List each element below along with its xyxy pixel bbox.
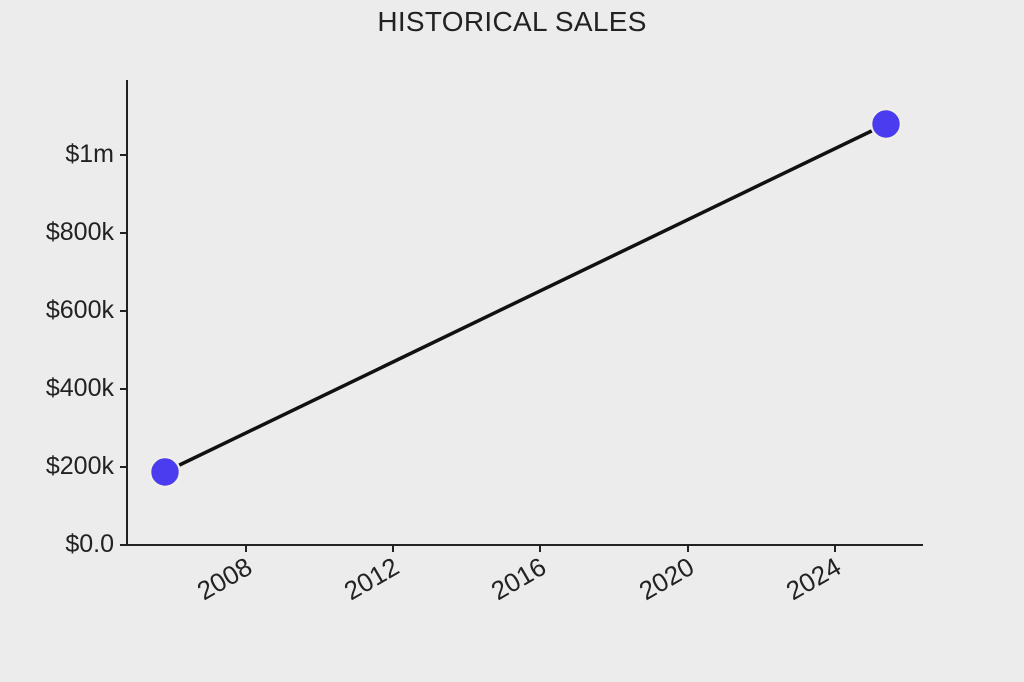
svg-text:2016: 2016 <box>486 551 551 606</box>
svg-text:$0.0: $0.0 <box>65 530 114 558</box>
svg-text:$200k: $200k <box>46 452 115 480</box>
svg-text:2020: 2020 <box>634 551 699 606</box>
svg-text:2012: 2012 <box>339 551 404 606</box>
svg-text:$600k: $600k <box>46 296 115 324</box>
svg-text:$800k: $800k <box>46 218 115 246</box>
svg-text:2024: 2024 <box>781 551 846 606</box>
svg-text:$400k: $400k <box>46 374 115 402</box>
svg-text:2008: 2008 <box>192 551 257 606</box>
svg-text:$1m: $1m <box>65 140 114 168</box>
